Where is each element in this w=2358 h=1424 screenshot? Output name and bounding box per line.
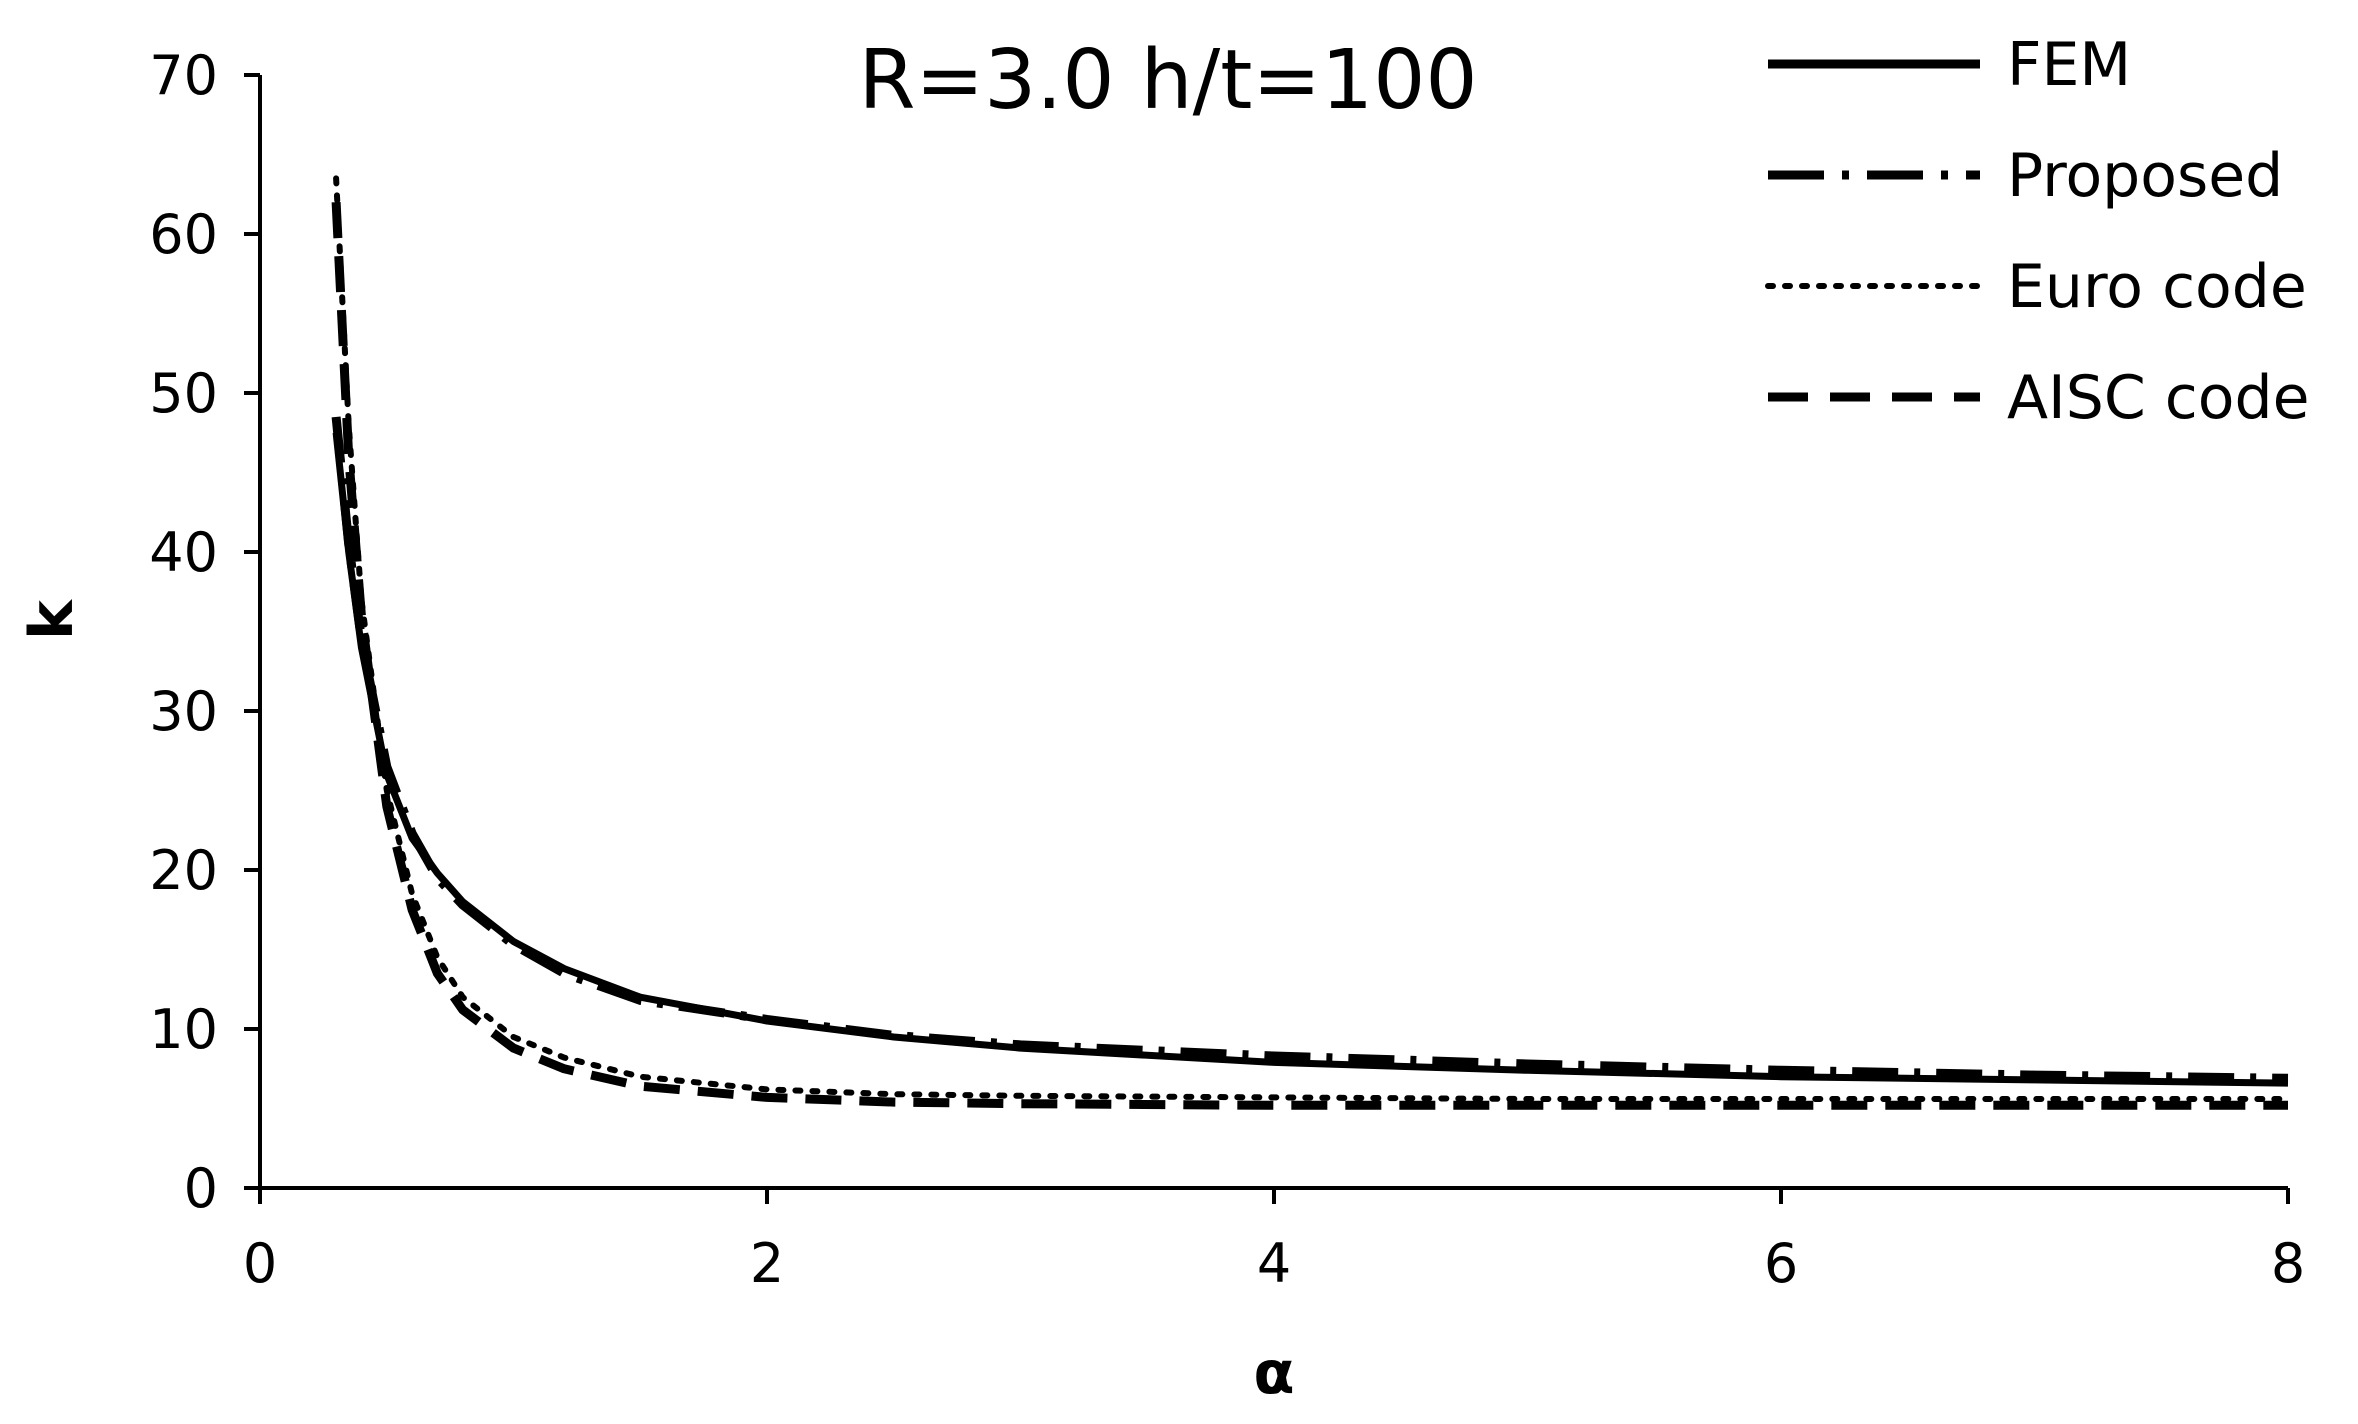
series-lines: [331, 175, 2291, 1110]
series-line-euro-code: [333, 175, 2291, 1102]
chart-title: R=3.0 h/t=100: [858, 33, 1477, 128]
axes: [258, 75, 2288, 1190]
legend-label-aisc-code: AISC code: [2007, 363, 2310, 433]
series-line-aisc-code: [331, 201, 2288, 1110]
ticks: 0 2 4 6 8 0 10 20 30 40 50 60 70: [149, 44, 2305, 1295]
legend-label-euro-code: Euro code: [2007, 252, 2307, 322]
series-line-fem: [332, 432, 2289, 1087]
y-tick-label: 20: [149, 839, 218, 902]
y-tick-label: 30: [149, 680, 218, 743]
y-tick-label: 50: [149, 362, 218, 425]
y-tick-label: 0: [184, 1157, 218, 1220]
x-tick-label: 2: [750, 1232, 784, 1295]
y-tick-label: 70: [149, 44, 218, 107]
x-tick-label: 4: [1257, 1232, 1291, 1295]
legend-label-proposed: Proposed: [2007, 141, 2283, 211]
series-line-proposed: [331, 416, 2289, 1083]
legend-label-fem: FEM: [2007, 30, 2131, 100]
y-tick-label: 10: [149, 998, 218, 1061]
x-tick-label: 0: [243, 1232, 277, 1295]
x-tick-label: 6: [1764, 1232, 1798, 1295]
x-tick-label: 8: [2271, 1232, 2305, 1295]
y-tick-label: 40: [149, 521, 218, 584]
legend: FEM Proposed Euro code AISC code: [1765, 30, 2310, 433]
y-axis-title: k: [17, 598, 87, 640]
x-axis-title: α: [1253, 1338, 1294, 1408]
y-tick-label: 60: [149, 203, 218, 266]
